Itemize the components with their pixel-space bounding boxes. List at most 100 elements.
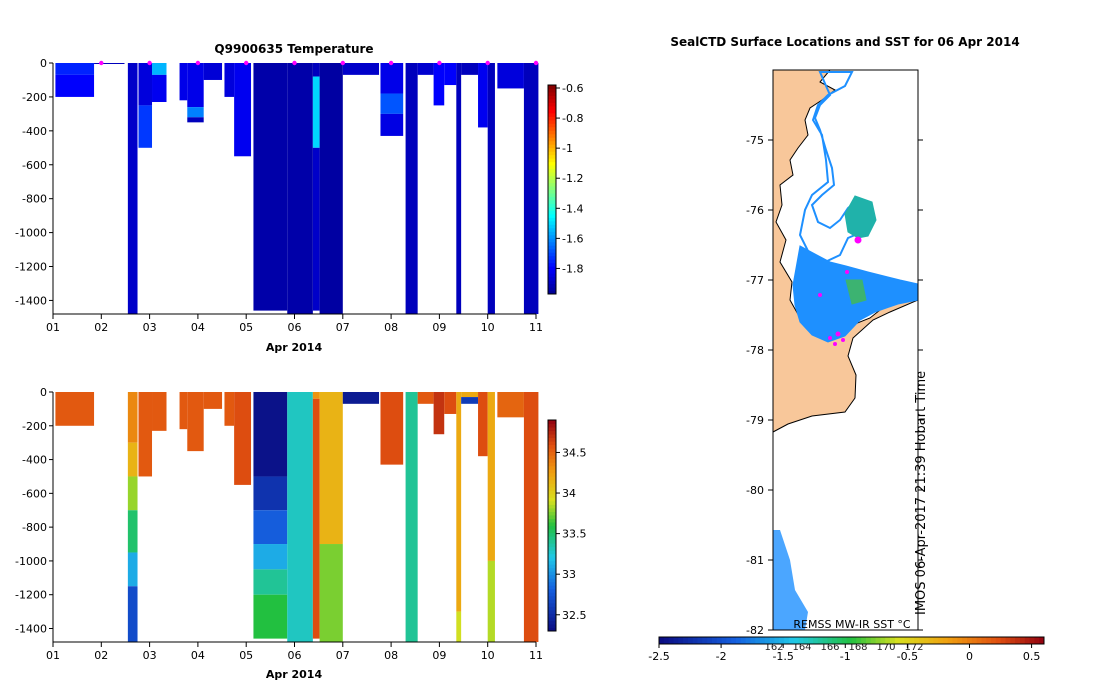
- x-tick-label: 05: [239, 649, 253, 662]
- y-tick-label: -800: [22, 193, 47, 206]
- x-tick-label: 10: [481, 649, 495, 662]
- sst-colorbar-band: [692, 637, 698, 644]
- salinity-colorbar: 34.5 34 33.5 33 32.5: [547, 419, 587, 632]
- colorbar-band: [548, 504, 556, 509]
- sst-colorbar-band: [976, 637, 982, 644]
- profile-5-segment-0: [187, 392, 204, 452]
- profile-16-segment-0: [417, 392, 434, 404]
- colorbar-band: [548, 574, 556, 579]
- colorbar-band: [548, 241, 556, 246]
- sst-colorbar-band: [971, 637, 978, 644]
- colorbar-band: [548, 105, 556, 110]
- overlay-tick-label: 168: [848, 642, 867, 653]
- colorbar-tick-label: 34.5: [562, 446, 587, 459]
- colorbar-band: [548, 469, 556, 474]
- profile-2-segment-0: [127, 63, 138, 314]
- profile-marker: [292, 60, 297, 66]
- sst-colorbar-band: [764, 637, 771, 644]
- colorbar-band: [548, 119, 556, 124]
- profile-6-segment-1: [187, 107, 204, 118]
- colorbar-band: [548, 490, 556, 495]
- profile-12-segment-2: [312, 147, 320, 311]
- sst-colorbar-band: [788, 637, 795, 644]
- colorbar-band: [548, 85, 556, 89]
- sst-colorbar-band: [827, 637, 833, 644]
- colorbar-band: [548, 224, 556, 229]
- sst-colorbar-band: [798, 637, 804, 644]
- colorbar-band: [548, 595, 556, 600]
- colorbar-band: [548, 88, 556, 93]
- colorbar-band: [548, 95, 556, 100]
- colorbar-band: [548, 592, 556, 597]
- profile-marker: [244, 60, 249, 66]
- colorbar-band: [548, 511, 556, 516]
- profile-12-segment-0: [319, 392, 343, 545]
- profile-9-segment-4: [253, 569, 288, 595]
- salinity-panel: 0-200-400-600-800-1000-1200-1400 01 02 03 0…: [15, 386, 586, 681]
- sst-colorbar-band: [995, 637, 1002, 644]
- colorbar-band: [548, 123, 556, 128]
- sst-colorbar-band: [1000, 637, 1006, 644]
- profile-12-segment-0: [312, 63, 320, 77]
- colorbar-tick-label: 34: [562, 487, 576, 500]
- profile-14-segment-0: [342, 63, 380, 75]
- x-tick-label: 04: [191, 649, 205, 662]
- colorbar-band: [548, 420, 556, 425]
- y-tick-label: -200: [22, 91, 47, 104]
- x-tick-label: 07: [336, 321, 350, 334]
- profile-1-segment-2: [127, 476, 138, 511]
- x-tick-label: 02: [94, 321, 108, 334]
- colorbar-band: [548, 227, 556, 232]
- colorbar-band: [548, 546, 556, 551]
- lat-tick-label: -79: [746, 414, 764, 427]
- profile-1-segment-0: [127, 392, 138, 443]
- y-tick-label: -1000: [15, 555, 47, 568]
- y-tick-label: -1400: [15, 294, 47, 307]
- sst-colorbar-band: [942, 637, 949, 644]
- colorbar-band: [548, 521, 556, 526]
- colorbar-band: [548, 280, 556, 285]
- profile-20-segment-0: [456, 63, 462, 314]
- profile-13-segment-0: [342, 392, 380, 404]
- profile-22-segment-0: [478, 63, 488, 128]
- colorbar-band: [548, 539, 556, 544]
- salinity-x-axis: 01 02 03 04 05 06 07 08 09 10 11: [46, 642, 543, 662]
- sst-colorbar-band: [865, 637, 872, 644]
- colorbar-band: [548, 581, 556, 586]
- map-title: SealCTD Surface Locations and SST for 06…: [670, 35, 1019, 49]
- sst-colorbar-band: [721, 637, 727, 644]
- colorbar-band: [548, 116, 556, 121]
- colorbar-band: [548, 479, 556, 484]
- x-tick-label: 06: [288, 321, 302, 334]
- overlay-tick-label: 170: [876, 642, 895, 653]
- colorbar-band: [548, 529, 556, 534]
- colorbar-band: [548, 543, 556, 548]
- colorbar-tick-label: -1.6: [562, 232, 583, 245]
- sst-colorbar-band: [904, 637, 910, 644]
- sst-colorbar-band: [861, 637, 867, 644]
- profile-11-segment-1: [312, 398, 320, 639]
- colorbar-band: [548, 255, 556, 260]
- profile-7-segment-0: [224, 392, 235, 426]
- profile-4-segment-0: [179, 392, 188, 430]
- colorbar-band: [548, 493, 556, 498]
- sst-colorbar-band: [707, 637, 713, 644]
- map-colorbar: -2.5 -2 -1.5 -1 -0.5 0 0.5: [648, 636, 1045, 663]
- colorbar-band: [548, 206, 556, 211]
- sst-colorbar-band: [923, 637, 929, 644]
- sst-colorbar-tick-label: 0: [966, 650, 973, 663]
- y-tick-label: -200: [22, 420, 47, 433]
- colorbar-band: [548, 172, 556, 177]
- profile-1-segment-5: [127, 586, 138, 642]
- x-tick-label: 07: [336, 649, 350, 662]
- sst-colorbar-band: [678, 637, 684, 644]
- sst-colorbar-band: [813, 637, 819, 644]
- temperature-y-axis: 0 -200 -400 -600 -800 -1000 -1200 -1400: [15, 57, 53, 307]
- lat-tick-label: -81: [746, 554, 764, 567]
- sst-colorbar-band: [711, 637, 718, 644]
- colorbar-band: [548, 245, 556, 250]
- sst-colorbar-band: [745, 637, 751, 644]
- colorbar-band: [548, 269, 556, 274]
- sst-colorbar-band: [750, 637, 756, 644]
- x-tick-label: 04: [191, 321, 205, 334]
